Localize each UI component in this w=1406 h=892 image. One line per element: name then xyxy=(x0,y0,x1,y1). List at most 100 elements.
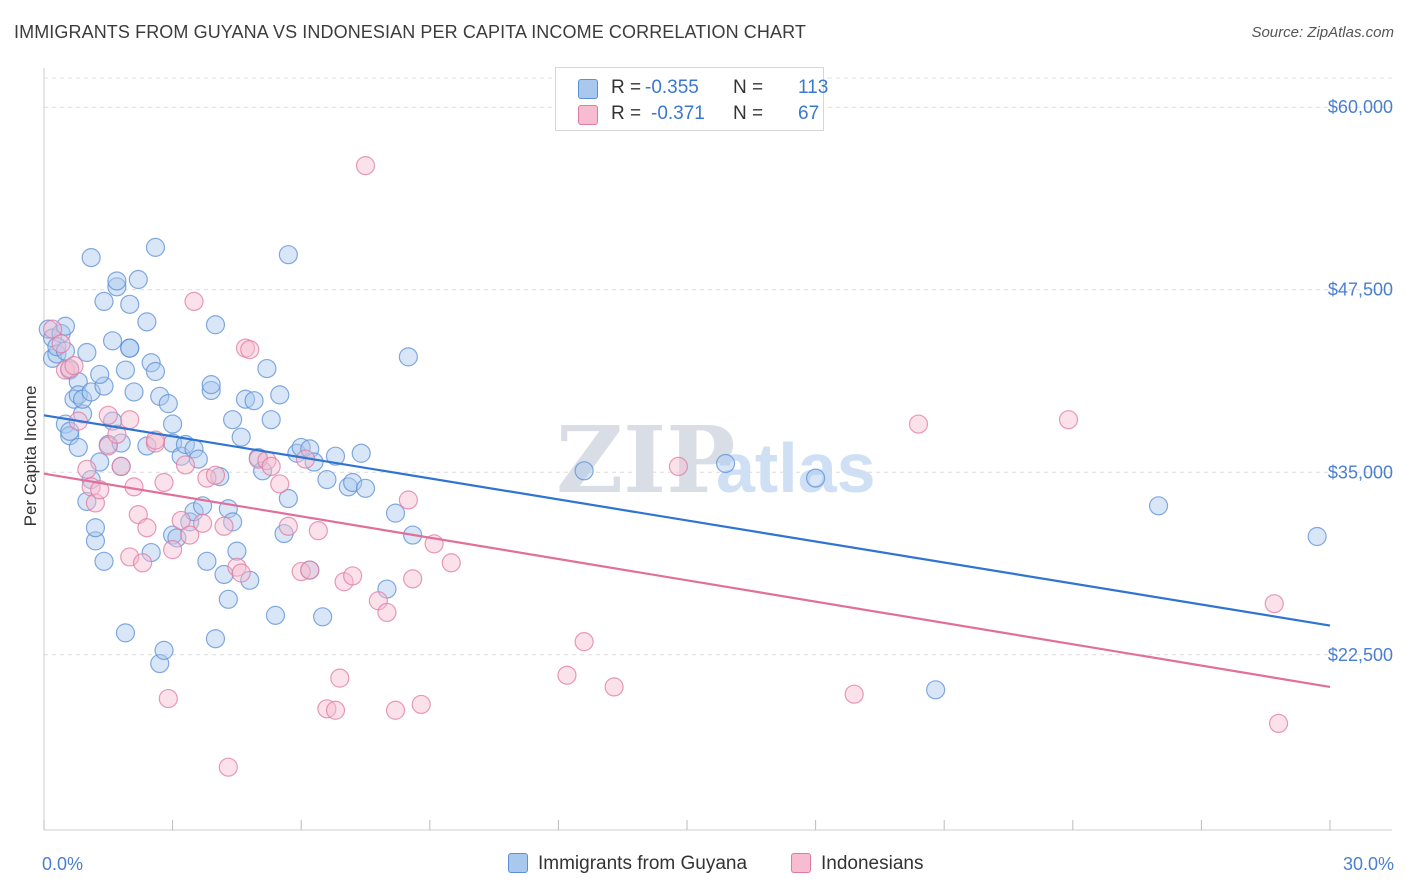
data-point xyxy=(120,294,140,314)
legend-swatch-indonesians xyxy=(791,853,811,873)
data-point xyxy=(128,269,148,290)
series-points-guyana xyxy=(38,237,1327,700)
data-point xyxy=(231,427,251,447)
data-point xyxy=(171,510,191,531)
data-point xyxy=(1307,526,1327,547)
data-point xyxy=(94,291,114,312)
data-point xyxy=(261,456,281,477)
data-point xyxy=(330,668,350,688)
data-point xyxy=(205,629,226,649)
data-point xyxy=(265,605,286,625)
data-point xyxy=(115,360,136,380)
data-point xyxy=(77,342,97,363)
data-point xyxy=(218,589,238,609)
data-point xyxy=(107,277,127,297)
data-point xyxy=(120,410,140,430)
data-point xyxy=(90,480,110,500)
data-point xyxy=(604,677,624,697)
data-point xyxy=(145,430,166,450)
legend-r-value: -0.371 xyxy=(651,103,705,124)
legend-label-guyana: Immigrants from Guyana xyxy=(538,853,748,874)
data-point xyxy=(300,560,320,580)
data-point xyxy=(278,516,298,536)
data-point xyxy=(244,391,264,411)
data-point xyxy=(98,405,118,425)
data-point xyxy=(145,237,166,257)
data-point xyxy=(141,353,161,373)
data-point xyxy=(115,623,136,643)
legend-label-indonesians: Indonesians xyxy=(821,853,924,874)
legend-swatch-guyana xyxy=(578,79,598,99)
legend-n-value: 113 xyxy=(798,77,829,98)
legend-swatch-guyana xyxy=(508,853,528,873)
data-point xyxy=(85,531,106,551)
data-point xyxy=(154,640,174,660)
data-point xyxy=(398,347,418,367)
y-axis-label: Per Capita Income xyxy=(21,386,40,527)
data-point xyxy=(223,410,243,430)
legend-r-value: -0.355 xyxy=(645,77,699,98)
data-point xyxy=(94,551,114,571)
data-point xyxy=(180,525,200,545)
trend-line-guyana xyxy=(43,414,1331,627)
data-point xyxy=(227,541,247,561)
data-point xyxy=(163,414,183,434)
data-point xyxy=(351,443,371,463)
y-tick-labels: $60,000 $47,500 $35,000 $22,500 xyxy=(1328,97,1393,665)
data-point xyxy=(574,632,594,652)
data-point xyxy=(231,563,251,583)
watermark: ZIP atlas xyxy=(556,406,876,514)
axes xyxy=(43,68,1392,831)
data-point xyxy=(355,156,376,176)
data-point xyxy=(325,446,346,466)
data-point xyxy=(441,553,461,573)
data-point xyxy=(154,472,174,493)
data-point xyxy=(137,518,157,538)
legend-r-label: R = xyxy=(611,103,642,124)
x-tick-label: 30.0% xyxy=(1343,854,1394,874)
data-point xyxy=(205,465,226,485)
trend-lines xyxy=(43,414,1331,688)
y-tick-label: $47,500 xyxy=(1328,280,1393,300)
data-point xyxy=(77,459,97,479)
data-point xyxy=(132,553,153,573)
data-point xyxy=(175,455,196,475)
data-point xyxy=(124,382,144,402)
data-point xyxy=(201,375,221,395)
data-point xyxy=(94,376,114,396)
chart-title: IMMIGRANTS FROM GUYANA VS INDONESIAN PER… xyxy=(14,22,806,42)
data-point xyxy=(111,456,131,477)
data-point xyxy=(355,478,376,498)
data-point xyxy=(557,665,577,685)
watermark-zip: ZIP xyxy=(556,406,735,514)
y-tick-label: $35,000 xyxy=(1328,462,1393,482)
data-point xyxy=(317,469,337,490)
x-tick-label: 0.0% xyxy=(42,854,83,874)
data-point xyxy=(398,490,418,510)
data-point xyxy=(145,361,166,382)
legend-swatch-indonesians xyxy=(578,105,598,125)
data-point xyxy=(1058,410,1079,430)
data-point xyxy=(51,334,71,354)
data-point xyxy=(64,356,84,376)
data-point xyxy=(325,700,346,720)
data-point xyxy=(240,339,260,360)
data-point xyxy=(85,518,106,538)
data-point xyxy=(313,607,333,627)
data-point xyxy=(411,694,431,715)
data-points xyxy=(38,156,1327,777)
data-point xyxy=(81,248,101,268)
data-point xyxy=(270,474,290,494)
data-point xyxy=(574,461,594,481)
data-point xyxy=(253,461,273,481)
data-point xyxy=(205,315,226,335)
data-point xyxy=(102,331,123,351)
y-tick-label: $22,500 xyxy=(1328,645,1393,665)
data-point xyxy=(668,456,689,477)
legend-n-label: N = xyxy=(733,103,764,124)
data-point xyxy=(926,680,946,700)
data-point xyxy=(278,488,298,509)
legend-n-label: N = xyxy=(733,77,764,98)
data-point xyxy=(805,468,826,488)
data-point xyxy=(107,271,127,291)
